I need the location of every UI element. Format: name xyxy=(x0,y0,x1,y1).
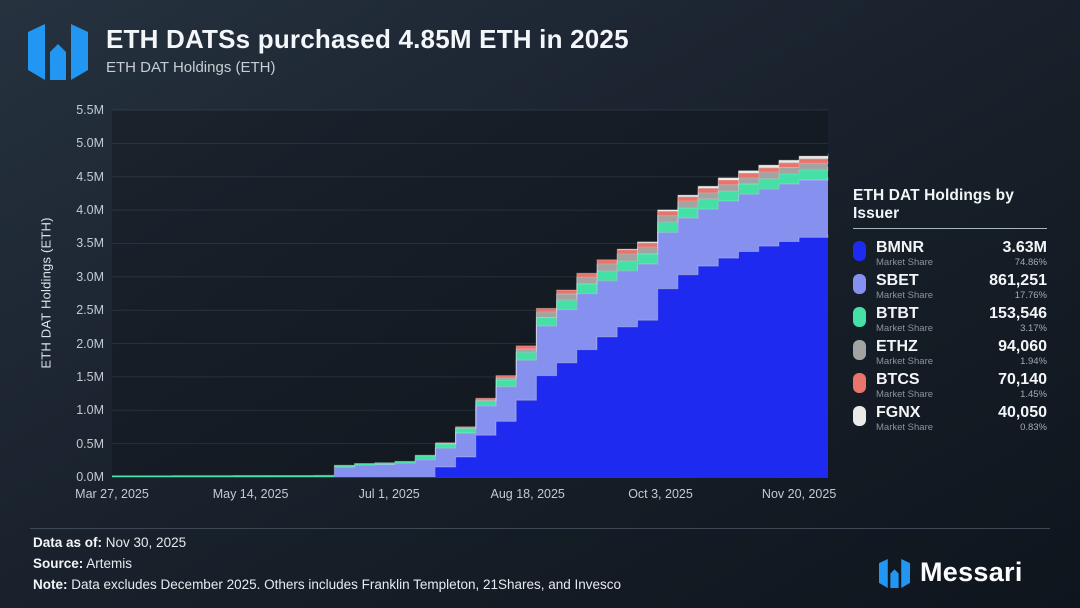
area-top-edge-BTCS xyxy=(435,156,829,444)
legend-row-FGNX: FGNX Market Share 40,050 0.83% xyxy=(853,404,1047,433)
legend-row-BTBT: BTBT Market Share 153,546 3.17% xyxy=(853,305,1047,334)
legend-percent: 3.17% xyxy=(1020,323,1047,334)
legend-ticker: BTBT xyxy=(876,305,919,322)
legend-share-label: Market Share xyxy=(876,356,934,367)
page-title: ETH DATSs purchased 4.85M ETH in 2025 xyxy=(106,24,629,54)
legend-percent: 1.94% xyxy=(1020,356,1047,367)
footer-divider xyxy=(30,528,1050,529)
y-tick-label: 2.5M xyxy=(76,303,104,318)
legend-value: 94,060 xyxy=(998,338,1047,355)
chart-subtitle: ETH DAT Holdings (ETH) xyxy=(106,59,276,76)
legend-ticker: ETHZ xyxy=(876,338,918,355)
legend-percent: 17.76% xyxy=(1014,290,1047,301)
y-tick-label: 5.0M xyxy=(76,136,104,151)
area-top-edge-FGNX xyxy=(617,153,829,250)
y-tick-label: 2.0M xyxy=(76,336,104,351)
footer-brand: Messari xyxy=(879,557,1023,588)
x-tick-label: Nov 20, 2025 xyxy=(761,487,837,501)
area-top-edge-SBET xyxy=(334,177,829,468)
legend-share-label: Market Share xyxy=(876,389,934,400)
messari-logo-icon-small xyxy=(879,558,910,588)
legend-title: ETH DAT Holdings by Issuer xyxy=(853,187,1047,229)
area-SBET xyxy=(112,177,828,478)
legend-value: 153,546 xyxy=(989,305,1047,322)
legend-share-label: Market Share xyxy=(876,257,934,268)
legend-swatch-ETHZ xyxy=(853,340,866,360)
legend-share-label: Market Share xyxy=(876,323,934,334)
legend-percent: 0.83% xyxy=(1020,422,1047,433)
legend-share-label: Market Share xyxy=(876,290,934,301)
x-tick-label: Oct 3, 2025 xyxy=(628,487,693,501)
x-tick-label: Aug 18, 2025 xyxy=(490,487,565,501)
y-tick-label: 3.5M xyxy=(76,236,104,251)
y-tick-label: 1.0M xyxy=(76,403,104,418)
legend-row-BMNR: BMNR Market Share 3.63M 74.86% xyxy=(853,239,1047,268)
data-as-of-line: Data as of: Nov 30, 2025 xyxy=(33,535,186,550)
legend-percent: 1.45% xyxy=(1020,389,1047,400)
x-tick-label: May 14, 2025 xyxy=(212,487,289,501)
legend-share-label: Market Share xyxy=(876,422,934,433)
legend-swatch-SBET xyxy=(853,274,866,294)
legend-value: 3.63M xyxy=(1002,239,1047,256)
header: ETH DATSs purchased 4.85M ETH in 2025 ET… xyxy=(28,22,629,80)
source-label: Source: xyxy=(33,556,84,571)
source-line: Source: Artemis xyxy=(33,556,132,571)
messari-wordmark: Messari xyxy=(920,557,1023,587)
data-as-of-label: Data as of: xyxy=(33,535,103,550)
y-tick-label: 5.5M xyxy=(76,103,104,117)
y-tick-label: 3.0M xyxy=(76,269,104,284)
legend-row-SBET: SBET Market Share 861,251 17.76% xyxy=(853,272,1047,301)
area-BMNR xyxy=(112,234,828,477)
y-tick-label: 0.0M xyxy=(76,470,104,484)
x-tick-label: Jul 1, 2025 xyxy=(358,487,420,501)
legend-ticker: FGNX xyxy=(876,404,921,421)
legend-value: 861,251 xyxy=(989,272,1047,289)
y-tick-label: 0.5M xyxy=(76,436,104,451)
data-as-of-value: Nov 30, 2025 xyxy=(102,535,187,550)
legend-percent: 74.86% xyxy=(1014,257,1047,268)
area-top-edge-BTBT xyxy=(112,167,829,477)
legend-ticker: BTCS xyxy=(876,371,920,388)
legend-swatch-BTBT xyxy=(853,307,866,327)
y-tick-label: 4.5M xyxy=(76,169,104,184)
area-top-edge-BMNR xyxy=(435,234,829,468)
note-label: Note: xyxy=(33,577,68,592)
y-tick-label: 4.0M xyxy=(76,203,104,218)
y-tick-label: 1.5M xyxy=(76,369,104,384)
legend-ticker: BMNR xyxy=(876,239,924,256)
holdings-stacked-area-chart xyxy=(112,109,829,478)
legend-row-ETHZ: ETHZ Market Share 94,060 1.94% xyxy=(853,338,1047,367)
legend-panel: ETH DAT Holdings by Issuer BMNR Market Sh… xyxy=(853,187,1047,437)
legend-rows: BMNR Market Share 3.63M 74.86% SBET Market Sh… xyxy=(853,239,1047,433)
legend-value: 70,140 xyxy=(998,371,1047,388)
area-top-edge-ETHZ xyxy=(415,160,829,456)
y-axis-ticks: 0.0M 0.5M 1.0M 1.5M 2.0M 2.5M 3.0M 3.5M 4.0M 4.5M… xyxy=(0,103,104,484)
note-value: Data excludes December 2025. Others incl… xyxy=(67,577,622,592)
legend-ticker: SBET xyxy=(876,272,919,289)
legend-row-BTCS: BTCS Market Share 70,140 1.45% xyxy=(853,371,1047,400)
x-axis-ticks: Mar 27, 2025 May 14, 2025 Jul 1, 2025 Aug 1… xyxy=(75,487,836,505)
messari-logo-icon xyxy=(28,24,88,80)
legend-swatch-BMNR xyxy=(853,241,866,261)
note-line: Note: Data excludes December 2025. Other… xyxy=(33,577,621,592)
legend-swatch-FGNX xyxy=(853,406,866,426)
x-tick-label: Mar 27, 2025 xyxy=(75,487,149,501)
legend-value: 40,050 xyxy=(998,404,1047,421)
legend-swatch-BTCS xyxy=(853,373,866,393)
source-value: Artemis xyxy=(83,556,133,571)
